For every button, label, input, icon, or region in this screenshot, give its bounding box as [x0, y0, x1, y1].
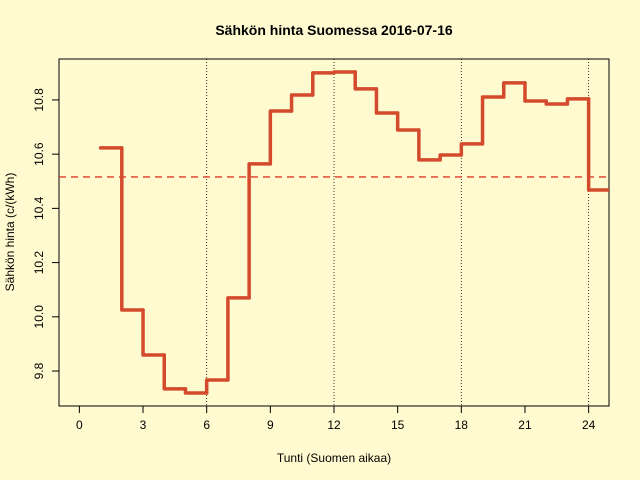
step-segment — [120, 146, 145, 312]
step-segment — [141, 308, 166, 357]
step-segment — [374, 87, 400, 115]
step-segment — [480, 95, 506, 146]
chart-title: Sähkön hinta Suomessa 2016-07-16 — [215, 22, 453, 38]
step-segment — [268, 109, 294, 166]
x-tick-label: 24 — [582, 418, 596, 432]
step-segment — [353, 70, 379, 91]
y-axis-label: Sähkön hinta (c/(kWh) — [3, 173, 17, 292]
y-tick-label: 10.2 — [32, 251, 46, 275]
x-tick-label: 0 — [76, 418, 83, 432]
x-tick-label: 15 — [391, 418, 405, 432]
y-tick-label: 10.8 — [32, 88, 46, 112]
step-segment — [247, 162, 273, 300]
step-segment — [502, 81, 527, 99]
x-tick-label: 9 — [267, 418, 274, 432]
x-tick-label: 12 — [327, 418, 341, 432]
step-segment — [395, 111, 421, 132]
y-tick-label: 10.6 — [32, 142, 46, 166]
step-segment — [438, 153, 464, 162]
step-segment — [332, 70, 357, 75]
x-tick-label: 21 — [518, 418, 532, 432]
step-segment — [162, 353, 188, 391]
step-segment — [226, 296, 251, 382]
x-tick-label: 3 — [140, 418, 147, 432]
x-tick-label: 18 — [455, 418, 469, 432]
step-segment — [565, 97, 591, 106]
y-tick-label: 10.0 — [32, 305, 46, 329]
step-segment — [459, 142, 485, 157]
step-segment — [544, 99, 570, 106]
y-tick-label: 9.8 — [32, 362, 46, 379]
step-segment — [586, 97, 609, 192]
step-segment — [204, 378, 230, 395]
step-segment — [183, 387, 209, 395]
step-segment — [289, 93, 315, 113]
step-segment — [417, 128, 442, 162]
step-segment — [311, 71, 336, 97]
y-tick-label: 10.4 — [32, 196, 46, 220]
x-tick-label: 6 — [203, 418, 210, 432]
step-segment — [523, 81, 548, 103]
x-axis-label: Tunti (Suomen aikaa) — [277, 451, 391, 465]
